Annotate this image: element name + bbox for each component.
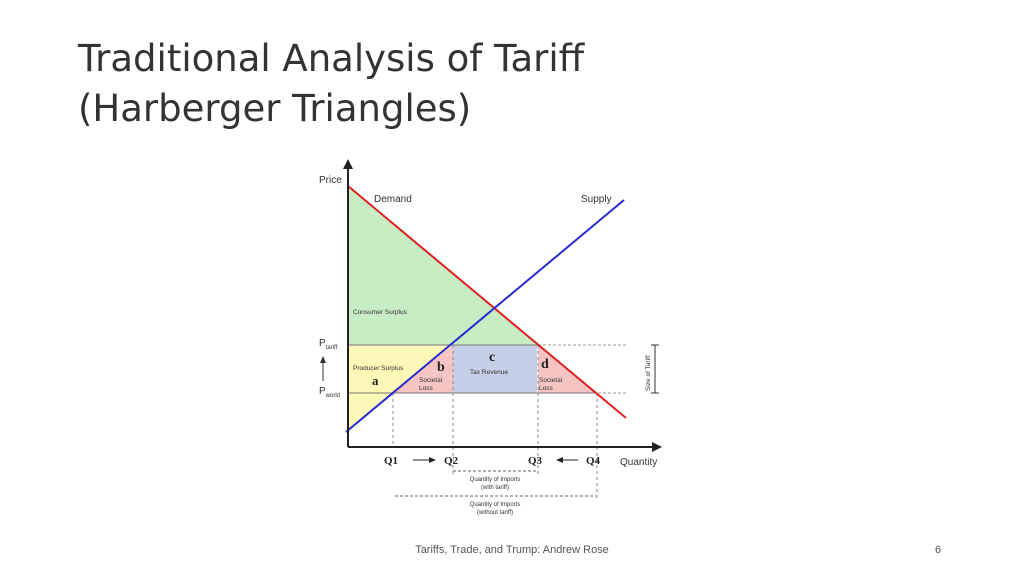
x-axis-label: Quantity [620, 457, 657, 468]
area-b-label: b [437, 360, 445, 375]
societal-loss-b-label-2: Loss [419, 385, 433, 392]
demand-curve [347, 185, 627, 419]
demand-label: Demand [374, 194, 412, 205]
q1-label: Q1 [384, 455, 398, 467]
slide-title-line-1: Traditional Analysis of Tariff [78, 37, 585, 80]
imports-with-tariff-label-2: (with tariff) [481, 485, 509, 491]
imports-without-tariff-label-1: Quantity of Imports [470, 502, 521, 508]
imports-without-tariff-label-2: (without tariff) [477, 510, 513, 516]
slide-footer: Tariffs, Trade, and Trump: Andrew Rose [415, 544, 609, 556]
x-axis-arrow [652, 442, 662, 452]
societal-loss-b-label-1: Societal [419, 377, 443, 384]
q3-label: Q3 [528, 455, 543, 467]
slide-title: Traditional Analysis of Tariff (Harberge… [78, 34, 778, 134]
tax-revenue-area [453, 345, 537, 393]
imports-with-tariff-label-1: Quantity of Imports [470, 477, 521, 483]
price-up-arrow [320, 356, 326, 363]
p-world-label: Pworld [319, 386, 340, 399]
supply-curve [345, 199, 625, 433]
q4-label: Q4 [586, 455, 601, 467]
societal-loss-d-label-1: Societal [539, 377, 563, 384]
page-number: 6 [935, 544, 942, 556]
producer-surplus-label: Producer Surplus [353, 365, 404, 372]
slide-title-line-2: (Harberger Triangles) [78, 87, 472, 130]
p-tariff-label: Ptariff [319, 338, 338, 351]
harberger-tariff-diagram: Price Quantity Demand Supply Ptariff Pwo… [319, 159, 662, 516]
q2-label: Q2 [444, 455, 459, 467]
area-a-label: a [372, 373, 379, 388]
q1-to-q2-arrow [429, 457, 436, 463]
consumer-surplus-label: Consumer Surplus [353, 309, 408, 316]
area-c-label: c [489, 350, 495, 365]
societal-loss-d-label-2: Loss [539, 385, 553, 392]
area-d-label: d [541, 357, 549, 372]
supply-label: Supply [581, 194, 612, 205]
size-of-tariff-label: Size of Tariff [645, 355, 652, 391]
producer-surplus-area [348, 345, 453, 393]
tax-revenue-label: Tax Revenue [470, 369, 508, 376]
y-axis-label: Price [319, 175, 342, 186]
q4-to-q3-arrow [556, 457, 563, 463]
y-axis-arrow [343, 159, 353, 169]
